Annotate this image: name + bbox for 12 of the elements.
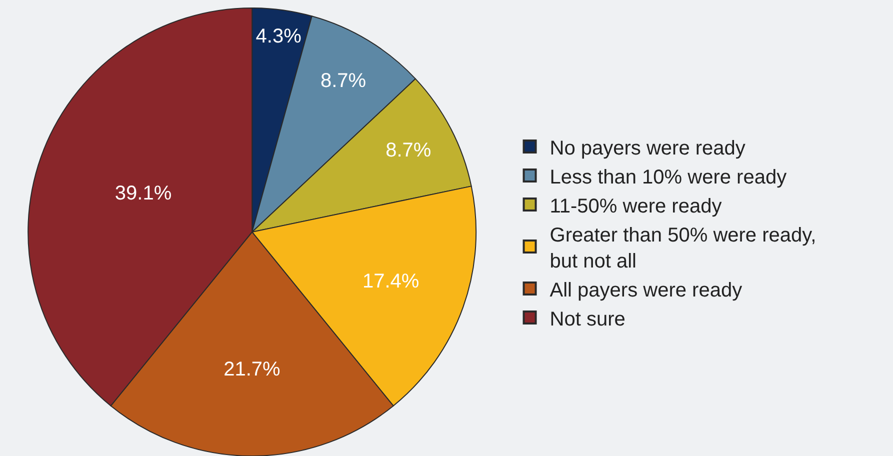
- data-label: 8.7%: [386, 140, 432, 162]
- data-label: 4.3%: [256, 25, 302, 48]
- legend-label: Not sure: [550, 308, 626, 330]
- legend-label: Greater than 50% were ready, but not all: [550, 224, 816, 272]
- data-label: 8.7%: [320, 70, 366, 92]
- legend-label: No payers were ready: [550, 137, 746, 160]
- legend-label: Less than 10% were ready: [550, 166, 787, 188]
- legend-label: 11-50% were ready: [550, 195, 722, 218]
- data-label: 21.7%: [224, 358, 281, 380]
- legend-label: All payers were ready: [550, 279, 742, 302]
- data-label: 17.4%: [362, 270, 420, 292]
- data-label: 39.1%: [114, 182, 172, 204]
